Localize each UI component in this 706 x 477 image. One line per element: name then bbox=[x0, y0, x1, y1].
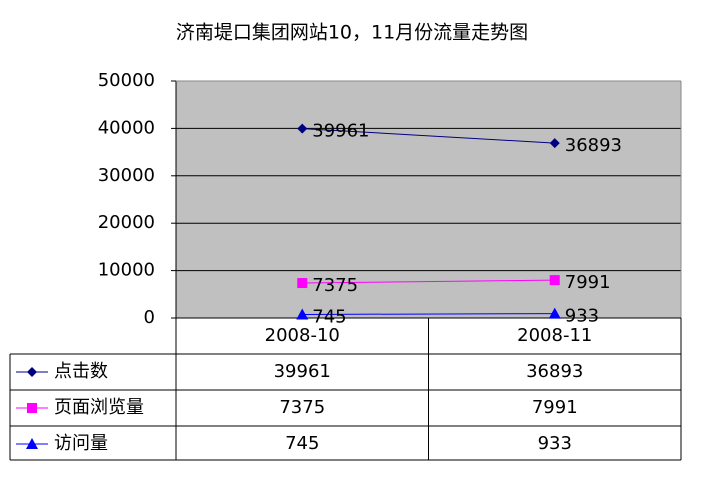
y-tick-label: 0 bbox=[144, 307, 155, 328]
data-label: 39961 bbox=[312, 121, 369, 142]
table-value: 933 bbox=[538, 433, 572, 454]
data-label: 745 bbox=[312, 306, 346, 327]
marker bbox=[296, 308, 309, 320]
data-label: 7375 bbox=[312, 275, 358, 296]
marker bbox=[549, 138, 560, 149]
table-value: 745 bbox=[285, 433, 319, 454]
data-label: 933 bbox=[565, 306, 599, 327]
series-line bbox=[302, 279, 555, 284]
marker bbox=[27, 367, 37, 377]
table-value: 39961 bbox=[274, 361, 331, 382]
x-tick-label: 2008-10 bbox=[265, 325, 340, 346]
marker bbox=[549, 275, 560, 286]
y-tick-label: 40000 bbox=[98, 117, 155, 138]
x-tick-label: 2008-11 bbox=[517, 325, 592, 346]
marker bbox=[26, 438, 38, 449]
y-tick-label: 30000 bbox=[98, 165, 155, 186]
marker bbox=[297, 123, 308, 134]
marker bbox=[297, 278, 308, 289]
y-tick-label: 20000 bbox=[98, 212, 155, 233]
series-line bbox=[302, 313, 555, 315]
y-tick-label: 50000 bbox=[98, 70, 155, 91]
table-value: 7991 bbox=[532, 397, 578, 418]
legend-label: 点击数 bbox=[54, 361, 108, 382]
data-label: 36893 bbox=[565, 135, 622, 156]
table-value: 36893 bbox=[526, 361, 583, 382]
series-line bbox=[302, 128, 555, 144]
legend-label: 页面浏览量 bbox=[54, 397, 144, 418]
marker bbox=[27, 403, 37, 413]
marker bbox=[548, 307, 561, 319]
table-value: 7375 bbox=[279, 397, 325, 418]
legend-label: 访问量 bbox=[54, 433, 108, 454]
plot-area bbox=[176, 81, 681, 318]
data-label: 7991 bbox=[565, 272, 611, 293]
chart-title: 济南堤口集团网站10，11月份流量走势图 bbox=[176, 22, 528, 44]
y-tick-label: 10000 bbox=[98, 260, 155, 281]
